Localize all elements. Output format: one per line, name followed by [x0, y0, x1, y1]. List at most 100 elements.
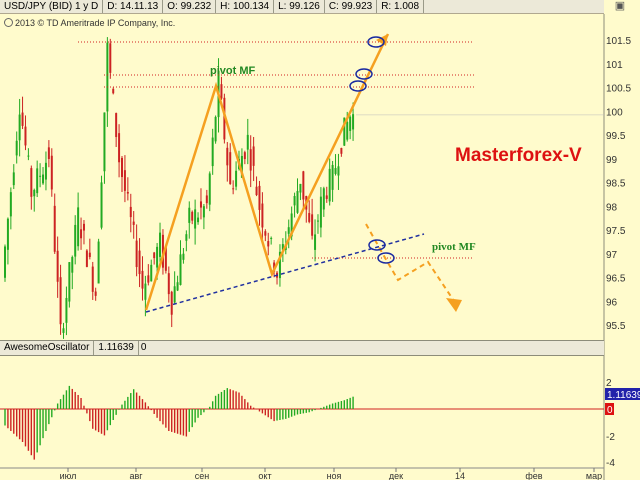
candle-body	[15, 140, 18, 156]
candle-body	[36, 168, 39, 194]
candle-body	[246, 134, 249, 150]
candle-body	[91, 266, 94, 292]
time-tick-label: июл	[60, 471, 77, 480]
price-tick-label: 99.5	[606, 131, 626, 142]
candle-body	[343, 117, 346, 146]
candle-body	[346, 122, 349, 140]
pivot-marker	[355, 68, 373, 80]
candle-body	[71, 257, 74, 273]
price-tick-label: 98	[606, 202, 618, 213]
candle-body	[82, 223, 85, 231]
candle-body	[308, 213, 311, 222]
candle-body	[12, 172, 15, 186]
time-tick-label: мар	[586, 471, 602, 480]
candle-body	[123, 170, 126, 191]
pivot-label-top: pivot MF	[210, 65, 255, 77]
candle-body	[33, 189, 36, 197]
candle-body	[205, 195, 208, 204]
candle-body	[53, 205, 56, 252]
candle-body	[21, 112, 24, 126]
candle-body	[9, 192, 12, 217]
copyright-text: 2013 © TD Ameritrade IP Company, Inc.	[4, 18, 175, 28]
candle-body	[24, 126, 27, 146]
range-readout: R: 1.008	[377, 0, 425, 13]
date-readout: D: 14.11.13	[103, 0, 164, 13]
candle-body	[290, 213, 293, 237]
candle-body	[299, 183, 302, 193]
candle-body	[94, 291, 97, 296]
candle-body	[109, 43, 112, 73]
candle-body	[47, 147, 50, 159]
candle-body	[249, 149, 252, 171]
pivot-label-right: pivot MF	[432, 241, 476, 253]
candle-body	[118, 133, 121, 163]
candle-body	[179, 254, 182, 285]
trend-zigzag	[144, 33, 390, 311]
candle-body	[18, 114, 21, 141]
candle-body	[4, 246, 6, 278]
candle-body	[44, 162, 47, 180]
candle-body	[240, 155, 243, 178]
candle-body	[112, 88, 115, 94]
candle-body	[199, 201, 202, 208]
candle-body	[349, 116, 352, 131]
candle-body	[135, 240, 138, 268]
candle-body	[170, 291, 173, 315]
ao-tick-label: -4	[606, 458, 615, 469]
candle-body	[328, 168, 331, 202]
candle-body	[167, 273, 170, 295]
candle-body	[80, 229, 83, 239]
maximize-icon[interactable]: ▣	[614, 0, 626, 12]
candle-body	[141, 270, 144, 289]
candle-body	[337, 166, 340, 176]
candle-body	[106, 42, 109, 112]
forecast-path	[365, 223, 457, 305]
candle-body	[27, 155, 30, 157]
price-tick-label: 95.5	[606, 321, 626, 332]
trend-arrow-head	[376, 34, 388, 46]
candle-body	[65, 297, 68, 323]
oscillator-name[interactable]: AwesomeOscillator	[0, 341, 95, 355]
candle-body	[293, 195, 296, 206]
candle-body	[138, 250, 141, 275]
candle-body	[191, 211, 194, 221]
candle-body	[211, 137, 214, 167]
candle-body	[314, 234, 317, 250]
pivot-marker	[377, 252, 395, 264]
chart-header: USD/JPY (BID) 1 y D D: 14.11.13 O: 99.23…	[0, 0, 604, 14]
price-tick-label: 99	[606, 155, 618, 166]
candle-body	[232, 188, 235, 190]
oscillator-header: AwesomeOscillator 1.11639 0	[0, 340, 604, 356]
candle-body	[261, 203, 264, 228]
price-tick-label: 100	[606, 107, 623, 118]
symbol-label[interactable]: USD/JPY (BID) 1 y D	[0, 0, 104, 13]
candle-body	[85, 250, 88, 267]
copyright-icon	[4, 18, 13, 27]
high-readout: H: 100.134	[216, 0, 275, 13]
candle-body	[56, 250, 59, 282]
candle-body	[334, 168, 337, 174]
candle-body	[226, 147, 229, 166]
oscillator-value: 1.11639	[94, 341, 139, 355]
oscillator-flag: 0	[140, 342, 147, 353]
candle-body	[68, 262, 71, 302]
candle-body	[97, 241, 100, 284]
candle-body	[144, 283, 147, 300]
price-tick-label: 97	[606, 250, 618, 261]
candles-group	[4, 37, 355, 339]
candle-body	[161, 234, 164, 268]
pivot-marker	[367, 36, 385, 48]
ao-value-badge	[605, 388, 640, 400]
ao-tick-label: -2	[606, 432, 615, 443]
candle-body	[194, 209, 197, 229]
candle-body	[173, 286, 176, 303]
forecast-arrow-head	[446, 298, 462, 312]
time-tick-label: сен	[195, 471, 210, 480]
candle-body	[188, 207, 191, 223]
candle-body	[255, 186, 258, 196]
candle-body	[103, 112, 106, 172]
candle-body	[352, 114, 355, 130]
candle-body	[331, 164, 334, 190]
candle-body	[235, 170, 238, 187]
